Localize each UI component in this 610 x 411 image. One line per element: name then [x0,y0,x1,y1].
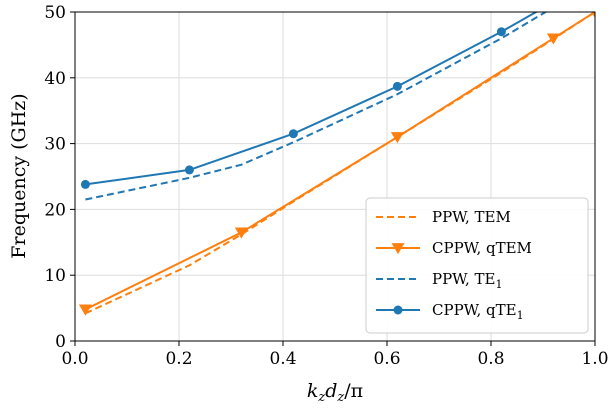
data-point-cppw-qte1 [393,82,402,91]
data-point-cppw-qte1 [185,165,194,174]
y-tick-label: 50 [44,3,66,23]
y-tick-label: 30 [44,135,66,155]
x-tick-label: 1.0 [581,349,608,369]
legend-marker-cppw-qte1 [394,306,403,315]
x-tick-label: 0.2 [165,349,192,369]
x-tick-label: 0.6 [373,349,400,369]
legend-label-ppw-te1: PPW, TE1 [432,270,502,291]
legend-label-cppw-qtem: CPPW, qTEM [432,239,532,257]
legend: PPW, TEM CPPW, qTEM PPW, TE1 CPPW, qTE1 [366,198,588,333]
x-tick-label: 0.4 [269,349,296,369]
x-tick-label: 0.0 [61,349,88,369]
x-tick-label: 0.8 [477,349,504,369]
legend-label-ppw-tem: PPW, TEM [432,208,511,226]
y-tick-label: 20 [44,200,66,220]
data-point-cppw-qte1 [289,129,298,138]
y-tick-label: 0 [55,332,66,352]
data-point-cppw-qte1 [497,27,506,36]
y-tick-label: 40 [44,69,66,89]
legend-label-cppw-qte1: CPPW, qTE1 [432,301,524,322]
data-point-cppw-qte1 [549,0,558,7]
x-axis-title: kzdz/π [307,380,363,405]
y-axis-title: Frequency (GHz) [8,93,30,258]
y-tick-label: 10 [44,266,66,286]
data-point-cppw-qte1 [81,180,90,189]
